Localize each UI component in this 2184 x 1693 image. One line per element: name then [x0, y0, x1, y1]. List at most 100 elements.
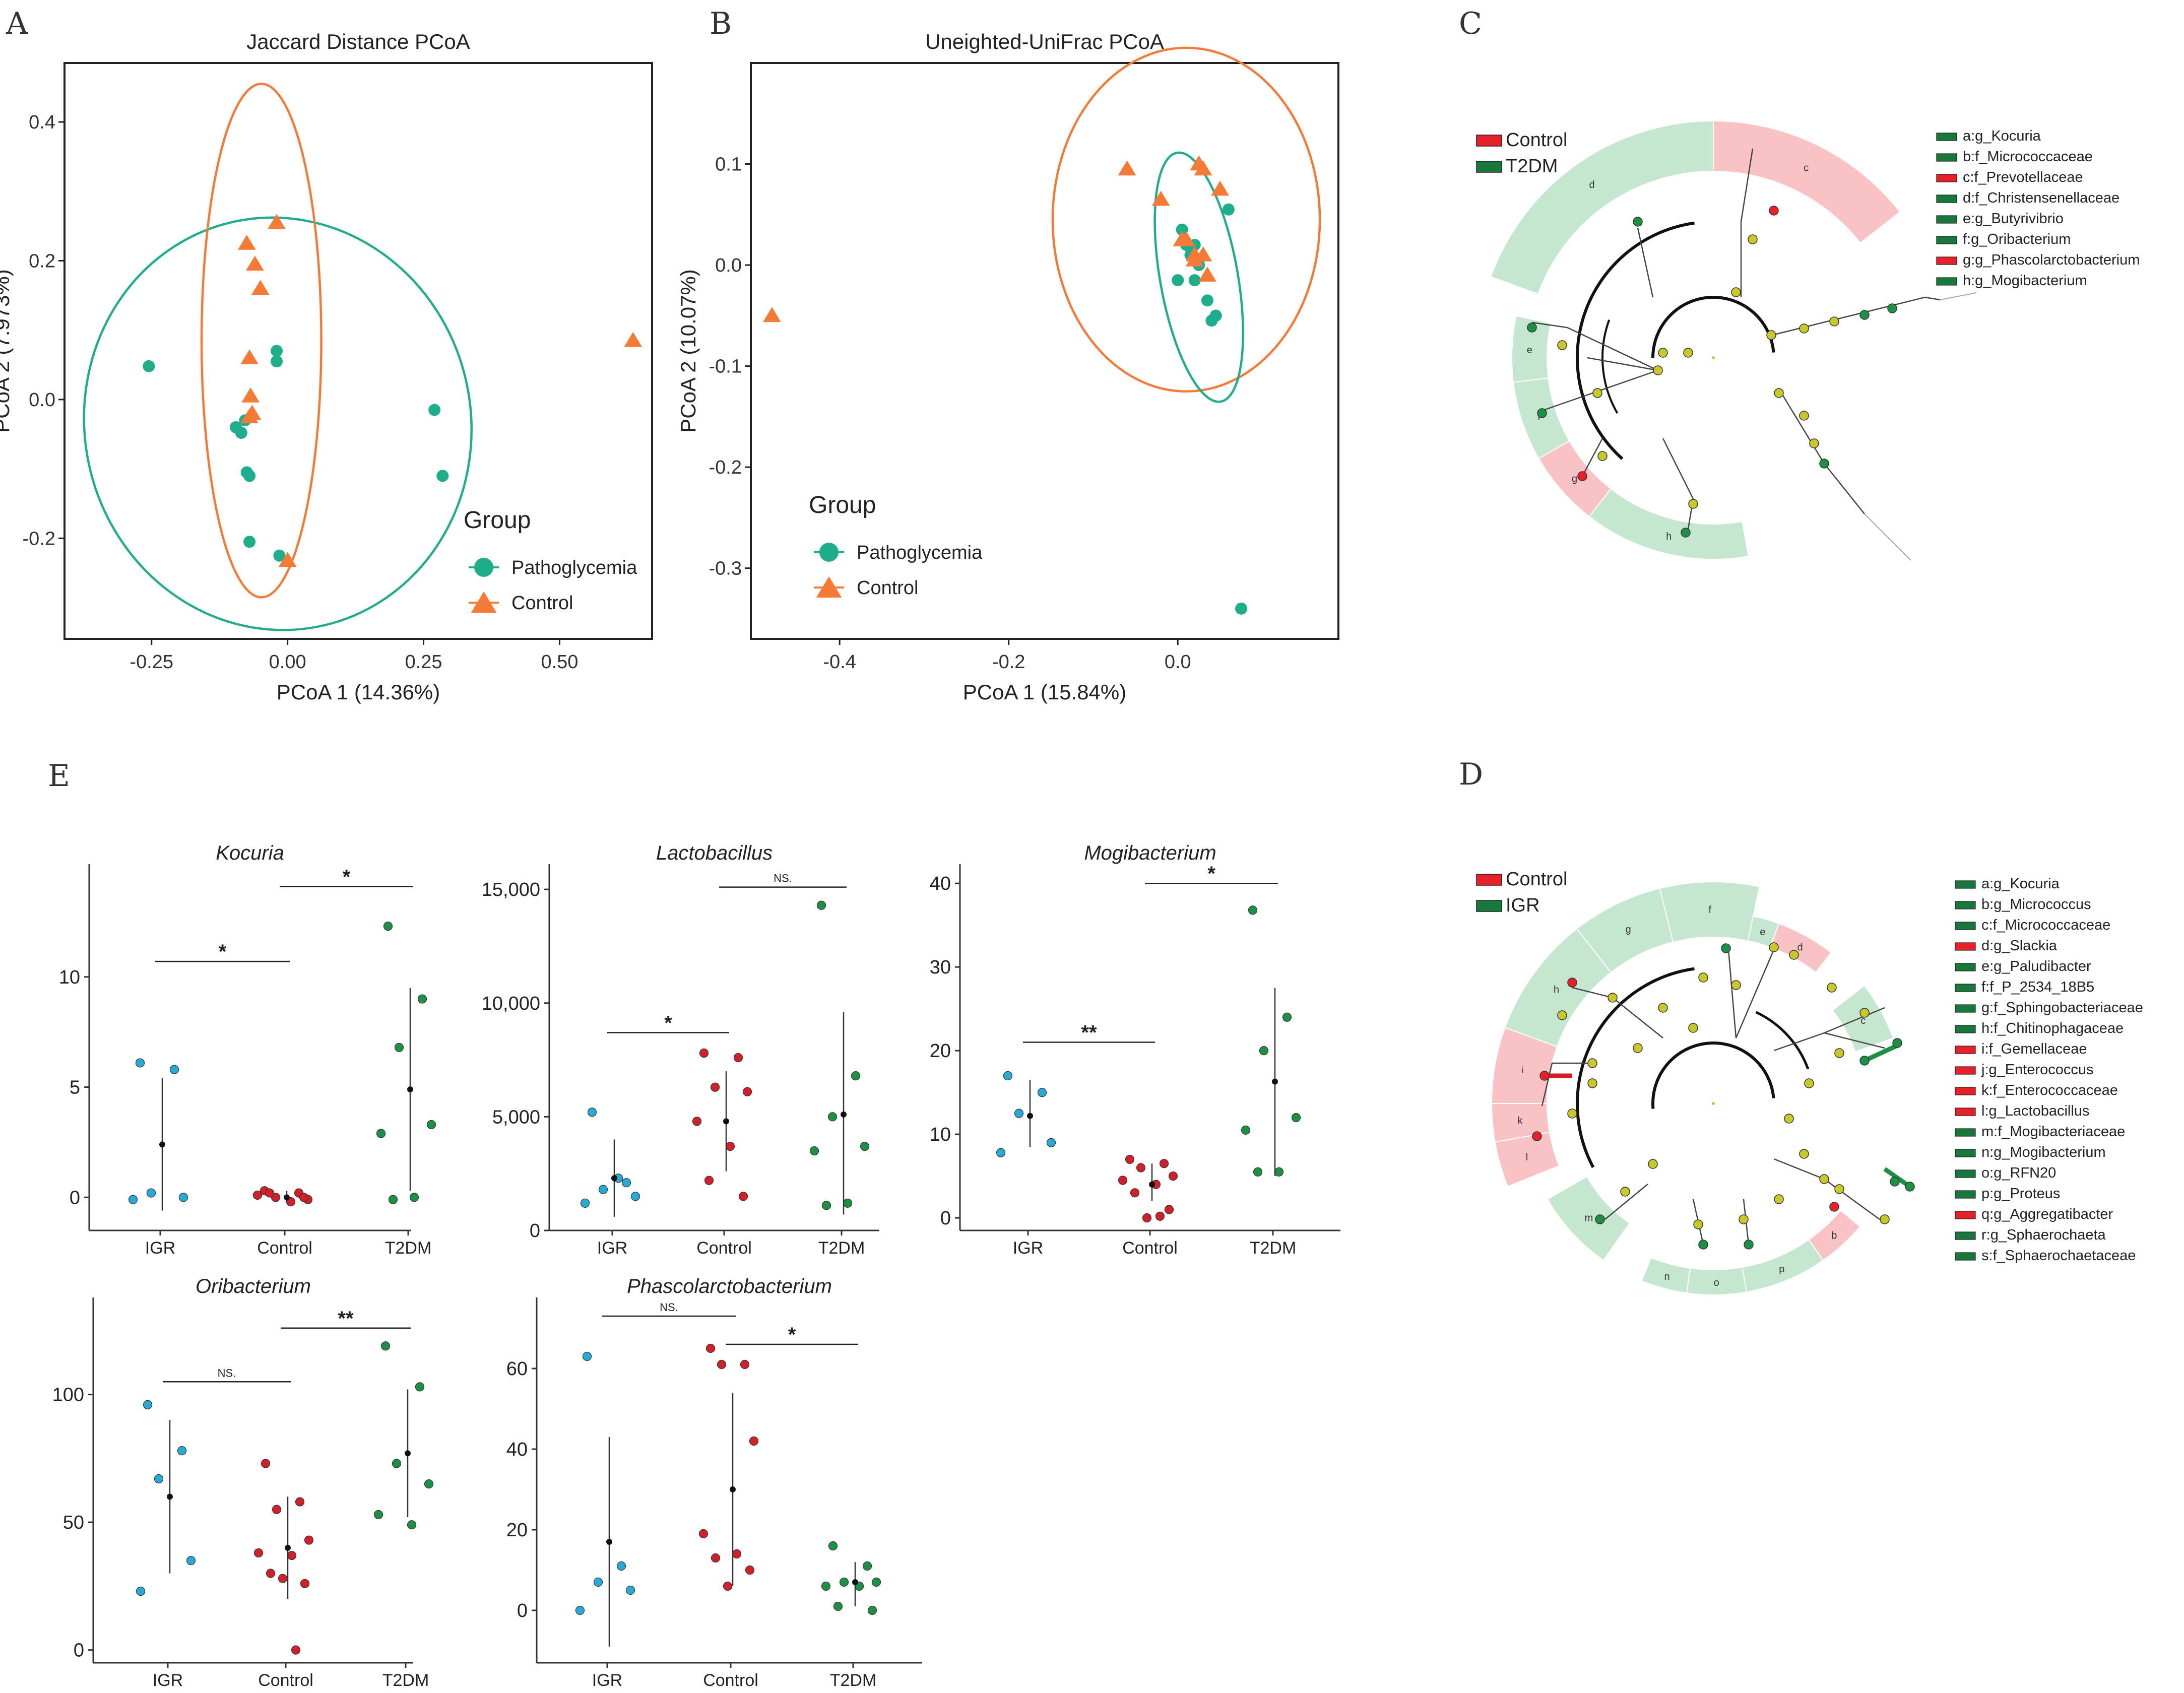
strip-title: Kocuria: [216, 842, 284, 864]
point-pathoglycemia: [1188, 274, 1201, 287]
point-control: [1177, 231, 1195, 246]
point-pathoglycemia: [1205, 314, 1218, 327]
point-pathoglycemia: [271, 355, 283, 368]
sector-letter-f: f: [1708, 904, 1711, 916]
taxon-swatch: [1955, 1128, 1976, 1137]
clade-sector-n: [1641, 1257, 1691, 1294]
data-point-igr: [186, 1556, 196, 1566]
data-point-control: [717, 1359, 727, 1370]
taxon-swatch: [1936, 236, 1957, 244]
data-point-t2dm: [417, 994, 427, 1004]
point-pathoglycemia: [1201, 294, 1213, 307]
taxon-swatch: [1955, 1004, 1976, 1013]
point-control: [1194, 160, 1212, 176]
taxon-label: a:g_Kocuria: [1963, 128, 2041, 144]
data-point-t2dm: [828, 1541, 838, 1551]
y-tick-label: 10: [930, 1124, 951, 1145]
mean-point: [1272, 1078, 1278, 1085]
mean-point: [730, 1486, 736, 1492]
clade-node: [1859, 310, 1870, 320]
data-point-t2dm: [380, 1341, 391, 1351]
clade-node: [1799, 1149, 1809, 1159]
data-point-t2dm: [827, 1112, 838, 1122]
clade-node: [1592, 388, 1602, 398]
data-point-t2dm: [821, 1581, 831, 1591]
branch-line: [1604, 1184, 1648, 1220]
clade-sector-f: [1659, 881, 1760, 943]
taxon-swatch: [1955, 942, 1976, 951]
mean-point: [723, 1118, 729, 1125]
point-control: [240, 349, 259, 365]
legend-label-control: Control: [511, 593, 573, 614]
sector-letter-p: p: [1779, 1264, 1784, 1275]
confidence-ellipse-pathoglycemia: [83, 216, 473, 631]
data-point-igr: [136, 1586, 146, 1596]
point-control: [1151, 190, 1170, 206]
sector-letter-k: k: [1517, 1116, 1523, 1127]
strip-lactobacillus-chart: Lactobacillus 0 5,000 10,000 15,000 IGR Contro…: [482, 842, 879, 1258]
clade-node: [1698, 972, 1708, 983]
clade-node: [1887, 303, 1897, 313]
significance-label: NS.: [218, 1366, 236, 1379]
branch-line: [1727, 949, 1737, 1038]
mean-point: [1149, 1181, 1155, 1188]
data-point-t2dm: [809, 1146, 819, 1156]
clade-arc-inner: [1651, 296, 1775, 358]
data-point-t2dm: [415, 1382, 425, 1392]
data-point-control: [698, 1529, 709, 1539]
legend-marker-control: [816, 576, 842, 598]
data-point-control: [742, 1087, 752, 1096]
legend-group-label: T2DM: [1506, 156, 1558, 177]
clade-root-node: [1712, 356, 1715, 359]
taxon-label: b:f_Micrococcaceae: [1963, 149, 2093, 165]
taxon-swatch: [1955, 1211, 1976, 1219]
plot-frame: [750, 62, 1339, 640]
significance-label: NS.: [660, 1301, 678, 1314]
clade-node: [1774, 388, 1784, 398]
data-point-control: [704, 1176, 714, 1185]
clade-sector-c: [1713, 120, 1901, 244]
data-point-igr: [146, 1188, 156, 1198]
x-tick-label: T2DM: [830, 1671, 877, 1690]
clade-node: [1721, 943, 1731, 953]
taxon-swatch: [1955, 1046, 1976, 1054]
clade-node: [1595, 1214, 1605, 1224]
mean-point: [167, 1493, 173, 1500]
clade-node: [1905, 1182, 1915, 1192]
clade-sector-i: [1491, 1027, 1558, 1104]
mean-point: [284, 1194, 290, 1201]
y-tick-label: 20: [930, 1040, 951, 1062]
branch-line: [1940, 292, 1977, 300]
data-point-t2dm: [392, 1459, 402, 1468]
panel-letter-b: B: [710, 6, 732, 41]
clade-node: [1683, 348, 1693, 358]
x-axis-label: PCoA 1 (15.84%): [963, 680, 1127, 704]
legend-swatch-t2dm: [1476, 161, 1502, 173]
data-point-control: [732, 1549, 742, 1559]
clade-node: [1784, 1114, 1794, 1124]
data-point-t2dm: [821, 1201, 831, 1210]
taxon-label: c:f_Micrococcaceae: [1981, 917, 2110, 933]
data-point-t2dm: [871, 1577, 881, 1587]
taxon-label: o:g_RFN20: [1981, 1165, 2056, 1181]
data-point-control: [1130, 1188, 1140, 1198]
data-point-t2dm: [373, 1510, 383, 1520]
clade-node: [1834, 1048, 1844, 1058]
branch-line: [1864, 513, 1911, 561]
taxon-swatch: [1955, 1066, 1976, 1075]
point-pathoglycemia: [143, 360, 155, 372]
sector-letter-g: g: [1572, 473, 1577, 484]
clade-root-node: [1712, 1102, 1715, 1105]
x-tick-label: T2DM: [382, 1671, 429, 1690]
sector-letter-g: g: [1626, 924, 1631, 935]
y-tick-label: -0.3: [709, 558, 742, 579]
x-tick-label: Control: [258, 1671, 313, 1690]
clade-node: [1688, 499, 1698, 509]
clade-node: [1739, 1214, 1749, 1224]
data-point-control: [692, 1117, 702, 1126]
clade-node: [1829, 316, 1839, 327]
data-point-igr: [1037, 1088, 1047, 1097]
branch-line: [1612, 997, 1663, 1038]
panel-letter-d: D: [1459, 757, 1484, 792]
data-point-t2dm: [394, 1043, 404, 1052]
